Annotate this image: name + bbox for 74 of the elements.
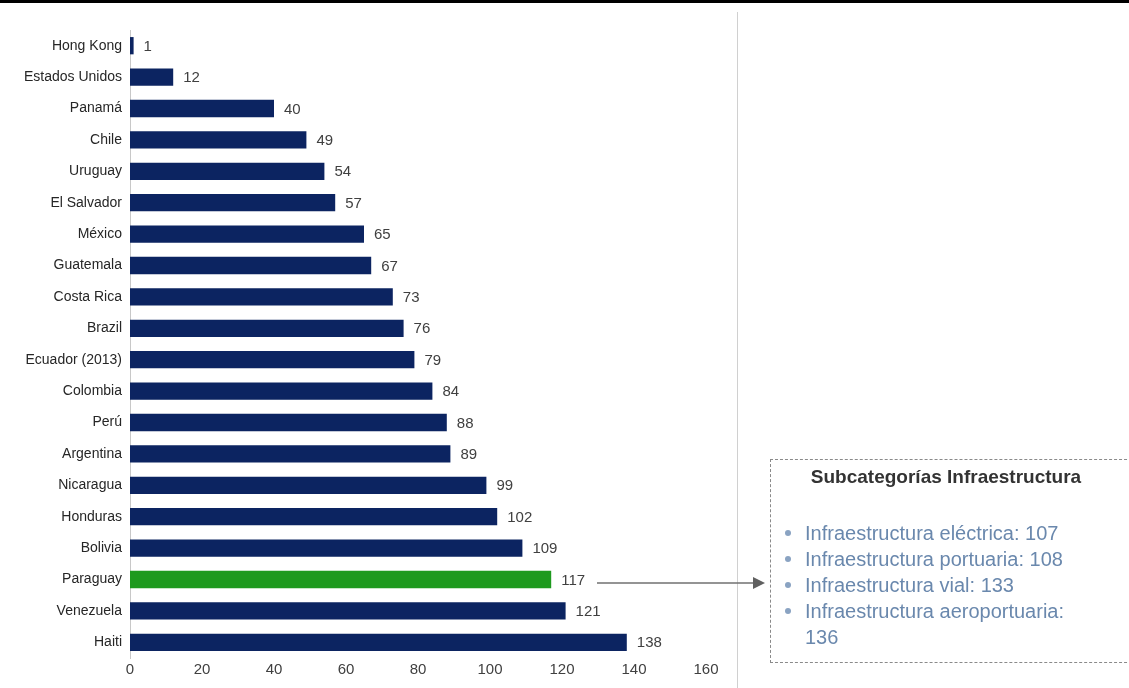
x-tick-label: 80	[409, 660, 427, 678]
y-tick-label: Haiti	[93, 633, 122, 650]
data-label: 79	[424, 350, 442, 368]
x-tick-label: 120	[549, 660, 575, 678]
bar	[130, 256, 372, 275]
bar	[130, 131, 307, 149]
y-tick-label: Bolivia	[80, 538, 123, 555]
data-label: 67	[381, 256, 398, 274]
x-tick-label: 160	[693, 660, 719, 678]
text: Infraestructura vial: 133	[805, 574, 1014, 596]
y-tick-label: Argentina	[62, 444, 123, 461]
y-tick-label: Costa Rica	[53, 287, 123, 304]
text: Infraestructura portuaria: 108	[805, 548, 1063, 570]
data-label: 40	[284, 99, 301, 117]
bar	[130, 37, 134, 55]
data-label: 89	[460, 445, 478, 463]
data-label: 84	[442, 382, 460, 400]
bar	[130, 570, 552, 589]
y-tick-label: Nicaragua	[58, 476, 123, 493]
data-label: 1	[143, 36, 152, 54]
data-label: 12	[183, 68, 200, 86]
data-label: 88	[456, 413, 474, 431]
data-label: 117	[561, 570, 586, 588]
bar	[130, 319, 404, 337]
x-tick-label: 40	[265, 660, 283, 678]
data-label: 65	[374, 225, 391, 243]
bar	[130, 476, 487, 494]
y-tick-label: México	[77, 224, 123, 241]
bar	[130, 288, 393, 306]
y-tick-label: El Salvador	[50, 193, 123, 210]
y-tick-label: Colombia	[62, 381, 123, 398]
data-label: 73	[402, 288, 420, 306]
y-tick-label: Panamá	[69, 99, 123, 116]
y-tick-label: Estados Unidos	[23, 67, 122, 84]
y-tick-label: Paraguay	[62, 570, 122, 587]
x-tick-label: 20	[193, 660, 211, 678]
bar	[130, 633, 627, 651]
y-tick-label: Ecuador (2013)	[25, 350, 122, 367]
bar	[130, 508, 498, 526]
bar	[130, 539, 523, 557]
data-label: 76	[413, 319, 431, 337]
text: Infraestructura eléctrica: 107	[805, 522, 1059, 544]
data-label: 121	[575, 602, 601, 620]
data-label: 138	[636, 633, 662, 651]
data-label: 57	[345, 193, 362, 211]
y-tick-label: Hong Kong	[51, 36, 122, 53]
bar	[130, 99, 274, 118]
data-label: 49	[316, 131, 334, 149]
bar	[130, 225, 364, 243]
y-tick-label: Venezuela	[56, 601, 123, 618]
data-label: 102	[507, 507, 533, 525]
data-label: 99	[496, 476, 514, 494]
bar	[130, 194, 336, 212]
y-tick-label: Honduras	[61, 507, 122, 524]
x-tick-label: 100	[477, 660, 503, 678]
bar	[130, 382, 433, 400]
bar	[130, 602, 566, 620]
bar	[130, 68, 174, 86]
bar	[130, 162, 325, 180]
data-label: 54	[334, 162, 352, 180]
y-tick-label: Uruguay	[69, 162, 122, 179]
x-tick-label: 0	[125, 660, 135, 678]
bar	[130, 445, 451, 463]
x-tick-label: 140	[621, 660, 647, 678]
text: Infraestructura aeroportuaria: 136	[805, 600, 1065, 648]
y-tick-label: Chile	[90, 130, 123, 147]
y-tick-label: Guatemala	[53, 256, 123, 273]
data-label: 109	[532, 539, 558, 557]
y-tick-label: Perú	[92, 413, 122, 430]
x-tick-label: 60	[337, 660, 355, 678]
bar	[130, 413, 447, 432]
y-tick-label: Brazil	[86, 319, 122, 336]
bar	[130, 351, 415, 369]
text: Subcategorías Infraestructura	[809, 466, 1083, 488]
